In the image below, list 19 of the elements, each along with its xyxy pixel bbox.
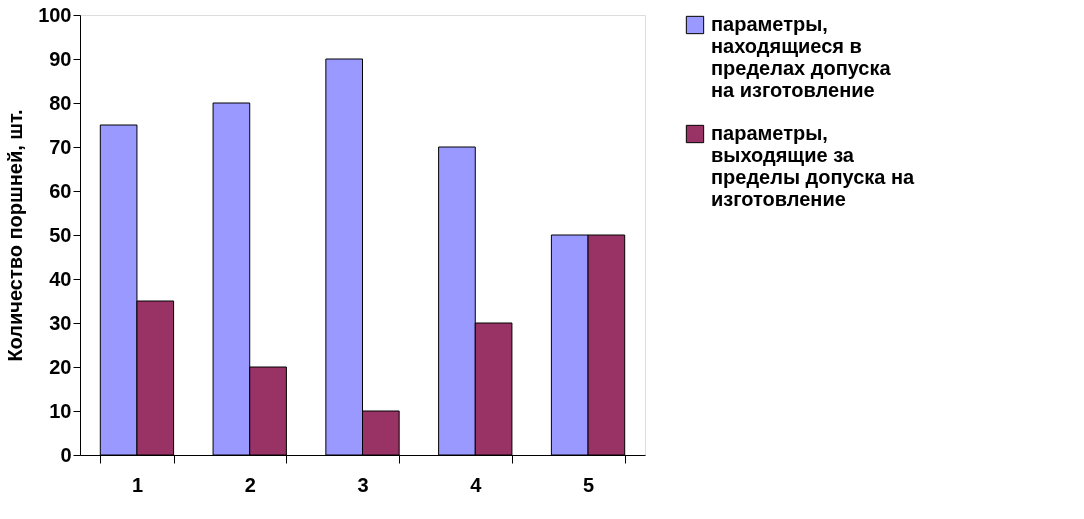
y-axis-title: Количество поршней, шт. (4, 109, 27, 362)
x-tick-label: 3 (357, 473, 369, 496)
y-tick-label: 10 (49, 399, 72, 422)
y-tick-label: 20 (49, 355, 72, 378)
y-tick-label: 0 (60, 443, 72, 466)
x-tick-label: 4 (470, 473, 483, 496)
y-tick-label: 50 (49, 223, 72, 246)
y-tick-label: 70 (49, 135, 72, 158)
x-tick-label: 1 (131, 473, 144, 496)
x-tick-label: 5 (582, 473, 595, 496)
y-tick-label: 80 (49, 91, 72, 114)
y-tick-label: 100 (38, 3, 72, 26)
y-tick-label: 90 (49, 47, 72, 70)
y-tick-label: 60 (49, 179, 72, 202)
y-tick-label: 30 (49, 311, 72, 334)
x-tick-label: 2 (244, 473, 256, 496)
legend-label: параметры, находящиеся в пределах допуска на изготовление (711, 13, 892, 101)
legend-label: параметры, выходящие за пределы допуска на изготовление (711, 122, 916, 210)
y-tick-label: 40 (49, 267, 72, 290)
